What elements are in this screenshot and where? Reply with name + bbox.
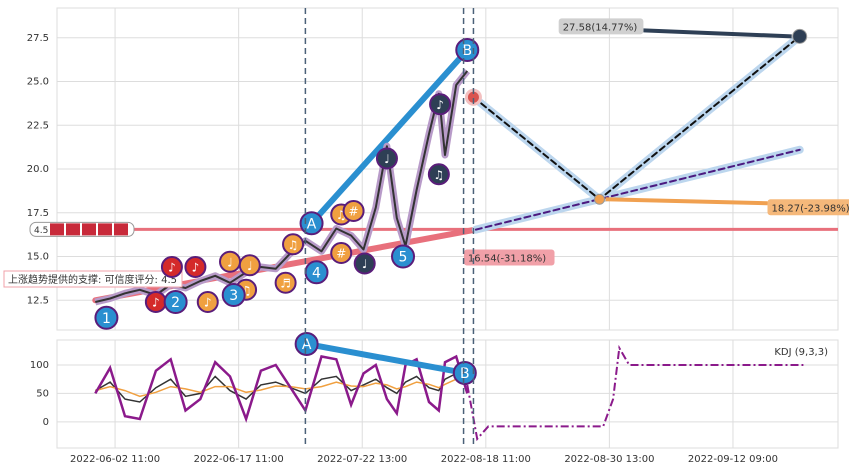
note-marker bbox=[160, 256, 183, 278]
x-tick-label: 2022-07-22 13:00 bbox=[317, 454, 407, 465]
note-symbol: ♩ bbox=[362, 257, 368, 271]
y-tick-label: 22.5 bbox=[27, 120, 49, 131]
note-symbol: ♪ bbox=[168, 261, 176, 275]
annotation-arrow bbox=[643, 28, 792, 39]
wave-label: A bbox=[302, 337, 312, 353]
y-tick-label: 0 bbox=[43, 417, 49, 428]
y-tick-label: 12.5 bbox=[27, 295, 49, 306]
score-icon bbox=[66, 223, 80, 236]
note-marker bbox=[274, 271, 297, 294]
note-symbol: ♫ bbox=[241, 283, 252, 297]
note-marker bbox=[184, 256, 207, 278]
wave-marker bbox=[221, 283, 246, 307]
wave-label: 2 bbox=[171, 295, 180, 311]
wave-marker bbox=[452, 360, 477, 385]
annotation-box bbox=[463, 249, 555, 266]
x-tick-label: 2022-08-18 11:00 bbox=[441, 454, 531, 465]
note-symbol: ♪ bbox=[204, 296, 212, 310]
note-symbol: ♫ bbox=[433, 168, 444, 182]
support-label-box bbox=[3, 270, 183, 288]
annotation-label: 18.27(-23.98%) bbox=[771, 203, 849, 214]
wave-label: B bbox=[460, 366, 470, 382]
y-tick-label: 27.5 bbox=[27, 33, 49, 44]
note-symbol: ♪ bbox=[192, 261, 200, 275]
annotation-label: 16.54(-31.18%) bbox=[468, 254, 546, 265]
y-tick-label: 50 bbox=[36, 388, 49, 399]
annotation-box bbox=[558, 18, 644, 35]
note-symbol: # bbox=[336, 247, 346, 261]
note-symbol: ♪ bbox=[436, 98, 444, 112]
note-symbol: ♫ bbox=[336, 208, 347, 222]
note-marker bbox=[427, 163, 450, 186]
wave-label: 3 bbox=[229, 288, 238, 304]
y-tick-label: 25.0 bbox=[27, 77, 49, 88]
x-tick-label: 2022-06-17 11:00 bbox=[194, 454, 284, 465]
note-symbol: ♫ bbox=[288, 238, 299, 252]
x-tick-label: 2022-08-30 13:00 bbox=[564, 454, 654, 465]
note-symbol: ♬ bbox=[280, 276, 291, 290]
score-icon bbox=[98, 223, 112, 236]
support-label: 上涨趋势提供的支撑: 可信度评分: 4.5 bbox=[8, 273, 177, 286]
trend-line bbox=[308, 47, 471, 227]
wave-label: A bbox=[307, 216, 317, 232]
wave-marker bbox=[391, 244, 416, 269]
legend-label: KDJ (9,3,3) bbox=[774, 347, 828, 358]
wave-label: 4 bbox=[312, 265, 321, 281]
kdj-projection bbox=[466, 344, 804, 442]
plot-area bbox=[56, 339, 839, 449]
wave-label: 1 bbox=[102, 311, 111, 327]
wave-marker bbox=[163, 290, 188, 314]
target-marker bbox=[792, 28, 808, 44]
note-marker bbox=[353, 252, 376, 275]
x-tick-label: 2022-06-02 11:00 bbox=[70, 454, 160, 465]
wave-label: 5 bbox=[399, 250, 408, 266]
note-marker bbox=[238, 254, 261, 277]
y-tick-label: 17.5 bbox=[27, 208, 49, 219]
y-tick-label: 15.0 bbox=[27, 252, 49, 263]
wave-line bbox=[306, 341, 466, 376]
trend-line bbox=[474, 148, 801, 231]
score-icon bbox=[50, 223, 64, 236]
note-symbol: # bbox=[349, 205, 359, 219]
note-marker bbox=[196, 291, 219, 313]
note-marker bbox=[342, 200, 365, 222]
score-icon bbox=[114, 223, 128, 236]
wave-marker bbox=[294, 331, 319, 356]
y-tick-label: 20.0 bbox=[27, 164, 49, 175]
annotation-box bbox=[767, 199, 849, 216]
note-marker bbox=[429, 93, 452, 116]
note-marker bbox=[375, 147, 398, 170]
note-marker bbox=[282, 233, 305, 256]
note-symbol: ♪ bbox=[152, 296, 160, 310]
wave-marker bbox=[94, 305, 119, 330]
score-badge: 4.5 bbox=[29, 221, 135, 237]
target-marker bbox=[593, 193, 605, 205]
note-symbol: ♩ bbox=[384, 152, 390, 166]
wave-marker bbox=[455, 38, 480, 62]
note-marker bbox=[330, 242, 353, 264]
annotation-label: 27.58(14.77%) bbox=[563, 22, 638, 33]
annotation-arrow bbox=[605, 197, 768, 206]
wave-label: B bbox=[462, 43, 472, 59]
note-symbol: ♩ bbox=[247, 259, 253, 273]
note-symbol: ♩ bbox=[227, 255, 233, 269]
score-label: 4.5 bbox=[34, 226, 48, 236]
score-icon bbox=[82, 223, 96, 236]
trend-line bbox=[92, 226, 479, 304]
y-tick-label: 100 bbox=[30, 360, 49, 371]
x-tick-label: 2022-09-12 09:00 bbox=[688, 454, 778, 465]
